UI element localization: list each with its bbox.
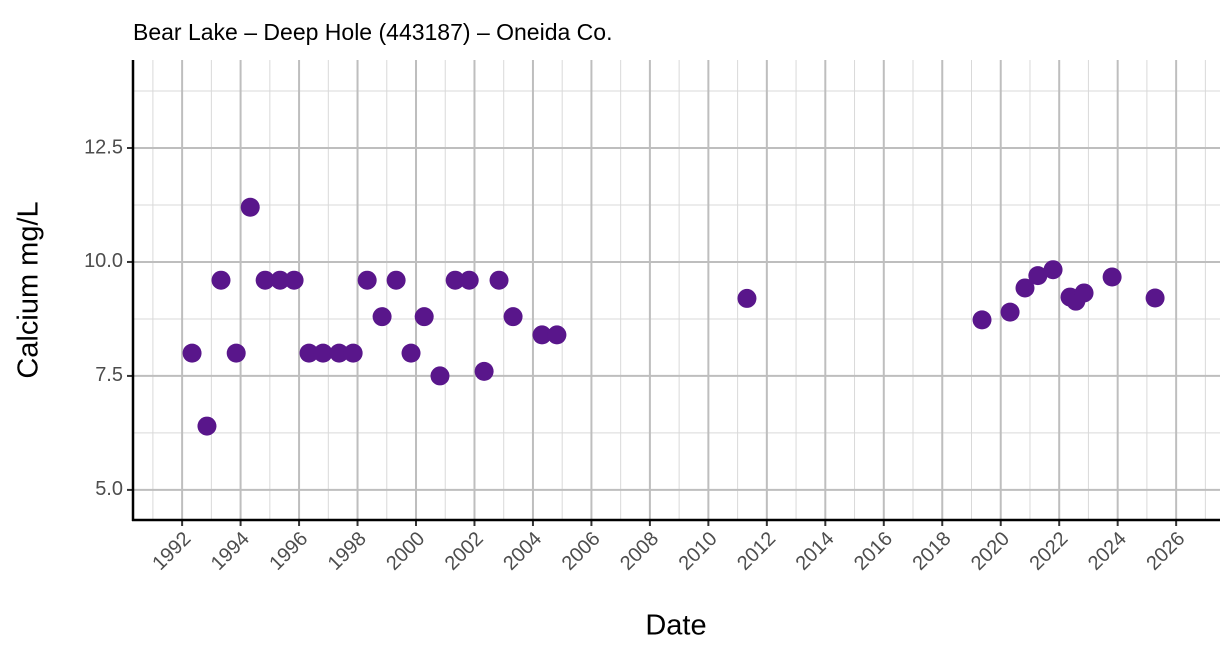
x-tick-label: 2014 bbox=[792, 528, 839, 575]
point bbox=[313, 343, 333, 363]
y-tick-label: 7.5 bbox=[95, 364, 123, 386]
point bbox=[445, 270, 465, 290]
point bbox=[329, 343, 349, 363]
point bbox=[372, 307, 392, 327]
point bbox=[489, 270, 509, 290]
point bbox=[474, 361, 494, 381]
point bbox=[972, 310, 992, 330]
point bbox=[532, 325, 552, 345]
y-tick-label: 5.0 bbox=[95, 478, 123, 500]
point bbox=[1043, 260, 1063, 280]
point bbox=[547, 325, 567, 345]
point bbox=[1145, 288, 1165, 308]
y-tick-label: 10.0 bbox=[84, 250, 123, 272]
x-tick-label: 2010 bbox=[675, 528, 722, 575]
point bbox=[211, 270, 231, 290]
point bbox=[1074, 283, 1094, 303]
x-tick-label: 2024 bbox=[1084, 528, 1131, 575]
x-tick-label: 2016 bbox=[850, 528, 897, 575]
x-tick-label: 2002 bbox=[441, 528, 488, 575]
point bbox=[430, 366, 450, 386]
point bbox=[1000, 302, 1020, 322]
point bbox=[226, 343, 246, 363]
point bbox=[1102, 267, 1122, 287]
x-tick-label: 2004 bbox=[499, 528, 546, 575]
x-tick-label: 2000 bbox=[382, 528, 429, 575]
point bbox=[240, 197, 260, 217]
y-tick-label: 12.5 bbox=[84, 136, 123, 158]
x-tick-label: 2006 bbox=[558, 528, 605, 575]
x-tick-label: 2022 bbox=[1025, 528, 1072, 575]
y-axis-title: Calcium mg/L bbox=[13, 201, 45, 378]
x-tick-label: 1992 bbox=[148, 528, 195, 575]
point bbox=[737, 288, 757, 308]
point bbox=[357, 270, 377, 290]
point bbox=[414, 307, 434, 327]
point bbox=[503, 307, 523, 327]
point bbox=[255, 270, 275, 290]
x-tick-label: 2018 bbox=[909, 528, 956, 575]
chart-title: Bear Lake – Deep Hole (443187) – Oneida … bbox=[133, 19, 612, 45]
x-axis-title: Date bbox=[645, 610, 706, 642]
point bbox=[1028, 266, 1048, 286]
point bbox=[270, 270, 290, 290]
point bbox=[182, 343, 202, 363]
point bbox=[401, 343, 421, 363]
point bbox=[386, 270, 406, 290]
x-tick-label: 2026 bbox=[1142, 528, 1189, 575]
point bbox=[1015, 278, 1035, 298]
point bbox=[299, 343, 319, 363]
point bbox=[459, 270, 479, 290]
x-tick-label: 1996 bbox=[265, 528, 312, 575]
point bbox=[197, 416, 217, 436]
point bbox=[343, 343, 363, 363]
x-tick-label: 2008 bbox=[616, 528, 663, 575]
point bbox=[284, 270, 304, 290]
x-tick-label: 1998 bbox=[324, 528, 371, 575]
x-tick-label: 1994 bbox=[207, 528, 254, 575]
x-tick-label: 2012 bbox=[733, 528, 780, 575]
x-tick-label: 2020 bbox=[967, 528, 1014, 575]
